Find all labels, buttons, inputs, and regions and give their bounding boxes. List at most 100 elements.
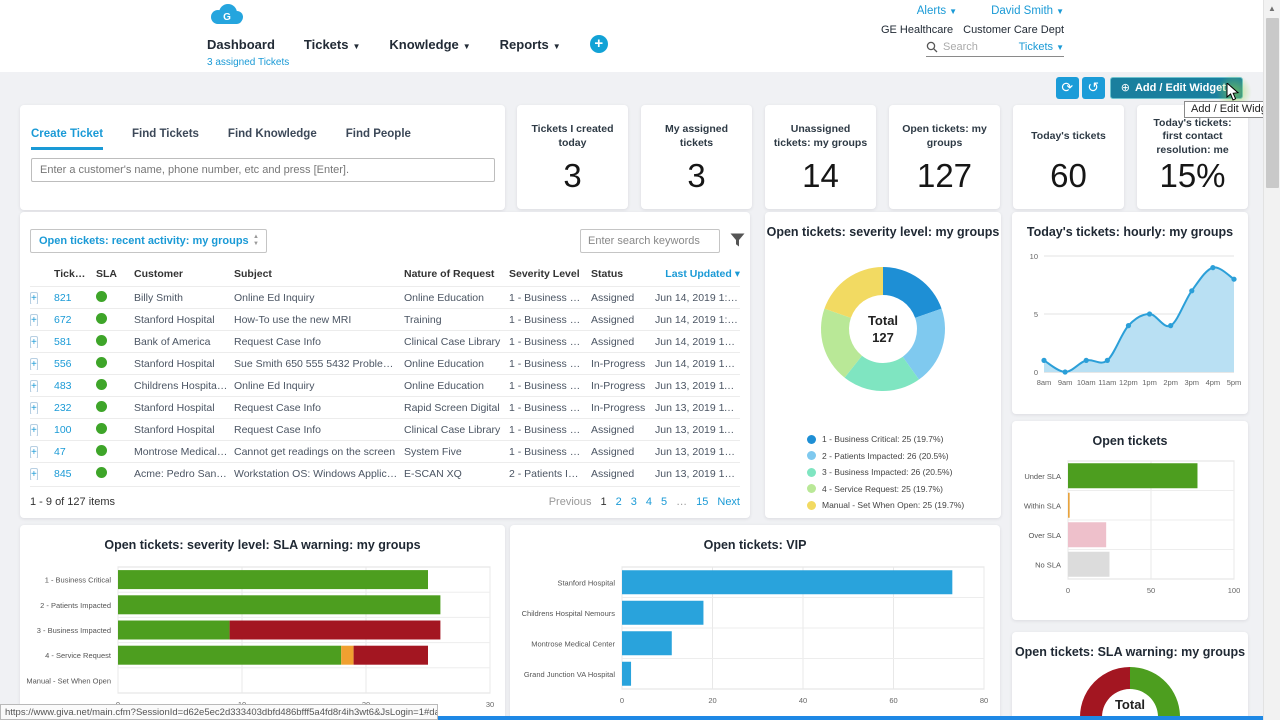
ticket-link[interactable]: 821 bbox=[54, 291, 72, 304]
scrollbar-thumb[interactable] bbox=[1266, 18, 1279, 188]
pagination-page-5[interactable]: 5 bbox=[661, 496, 668, 508]
subject-cell: Request Case Info bbox=[234, 401, 321, 414]
ticket-link[interactable]: 232 bbox=[54, 401, 72, 414]
ticket-link[interactable]: 672 bbox=[54, 313, 72, 326]
last-updated-cell: Jun 14, 2019 12:38a bbox=[655, 335, 740, 348]
status-cell: Assigned bbox=[591, 445, 635, 458]
scrollbar-up-arrow[interactable]: ▲ bbox=[1268, 4, 1276, 13]
add-edit-widgets-button[interactable]: ⊕ Add / Edit Widgets bbox=[1109, 77, 1243, 99]
last-updated-cell: Jun 13, 2019 11:50p bbox=[655, 379, 740, 392]
ticket-link[interactable]: 845 bbox=[54, 467, 72, 480]
expand-row-button[interactable]: + bbox=[30, 291, 38, 304]
open-tickets-bar-chart: 0 50 100 Under SLA Within SLA Over SLA No SLA bbox=[1024, 460, 1240, 595]
expand-row-button[interactable]: + bbox=[30, 313, 38, 326]
table-row: +100 Stanford Hospital Request Case Info Cl… bbox=[30, 418, 740, 440]
ticket-link[interactable]: 581 bbox=[54, 335, 72, 348]
chart-title: Open tickets bbox=[1092, 434, 1168, 448]
column-header-Last Updated[interactable]: Last Updated ▾ bbox=[665, 268, 740, 280]
column-header-SLA: SLA bbox=[96, 268, 117, 280]
pagination-next[interactable]: Next bbox=[717, 496, 740, 508]
expand-row-button[interactable]: + bbox=[30, 357, 38, 370]
quick-add-button[interactable]: + bbox=[589, 35, 608, 53]
sla-cell bbox=[96, 356, 134, 371]
table-search-input[interactable] bbox=[580, 229, 720, 253]
customer-cell: Stanford Hospital bbox=[134, 423, 215, 436]
hourly-area-chart: 0 5 10 8am 9am 10am 11am 12pm 1pm 2pm 3pm 4pm 5pm bbox=[1030, 252, 1242, 387]
legend-label: 4 - Service Request: 25 (19.7%) bbox=[822, 483, 943, 494]
refresh-button[interactable]: ⟳ bbox=[1055, 77, 1079, 99]
alerts-menu[interactable]: Alerts ▼ bbox=[916, 5, 958, 17]
customer-cell: Stanford Hospital bbox=[134, 313, 215, 326]
severity-cell: 1 - Business Critical bbox=[509, 445, 591, 458]
chevron-down-icon: ▼ bbox=[552, 41, 561, 51]
chart-title: Open tickets: severity level: my groups bbox=[766, 225, 1000, 239]
chevron-down-icon: ▼ bbox=[949, 7, 958, 16]
app-header: G Dashboard Tickets ▼ Knowledge ▼ Reports ▼ + 3… bbox=[0, 0, 1280, 72]
svg-text:80: 80 bbox=[980, 696, 988, 705]
pagination-page-1[interactable]: 1 bbox=[600, 496, 607, 508]
expand-row-button[interactable]: + bbox=[30, 423, 38, 436]
expand-cell: + bbox=[30, 291, 54, 304]
header-links: Alerts ▼ David Smith ▼ bbox=[844, 5, 1064, 17]
tab-find-people[interactable]: Find People bbox=[345, 128, 411, 140]
nature-cell: E-SCAN XQ bbox=[404, 467, 462, 480]
ticket-number-cell: 47 bbox=[54, 446, 96, 458]
search-input[interactable] bbox=[943, 41, 1013, 53]
nature-cell: Clinical Case Library bbox=[404, 423, 501, 436]
create-ticket-input[interactable] bbox=[31, 158, 495, 182]
video-progress-bar bbox=[0, 716, 1280, 720]
customer-cell: Stanford Hospital bbox=[134, 401, 215, 414]
stat-card-label: Tickets I created today bbox=[531, 123, 614, 149]
pagination-page-4[interactable]: 4 bbox=[645, 496, 652, 508]
expand-row-button[interactable]: + bbox=[30, 445, 38, 458]
severity-cell: 1 - Business Critical bbox=[509, 379, 591, 392]
expand-row-button[interactable]: + bbox=[30, 379, 38, 392]
expand-row-button[interactable]: + bbox=[30, 335, 38, 348]
table-header-row: Ticket # SLA Customer Subject Nature of Requ… bbox=[30, 268, 740, 280]
nav-item-dashboard[interactable]: Dashboard bbox=[207, 36, 275, 52]
nav-item-reports[interactable]: Reports ▼ bbox=[499, 36, 561, 52]
filter-icon[interactable] bbox=[730, 233, 745, 247]
widget-selector-dropdown[interactable]: Open tickets: recent activity: my groups… bbox=[30, 229, 267, 253]
giva-cloud-logo[interactable]: G bbox=[208, 3, 246, 27]
svg-text:5pm: 5pm bbox=[1227, 378, 1242, 387]
search-scope-dropdown[interactable]: Tickets ▼ bbox=[1018, 41, 1064, 53]
sla-status-dot bbox=[96, 312, 107, 324]
nav-item-tickets[interactable]: Tickets ▼ bbox=[303, 36, 361, 52]
svg-text:8am: 8am bbox=[1037, 378, 1052, 387]
undo-button[interactable]: ↺ bbox=[1081, 77, 1105, 99]
page-scrollbar[interactable]: ▲ bbox=[1263, 0, 1280, 720]
subject-cell: Online Ed Inquiry bbox=[234, 379, 315, 392]
user-menu[interactable]: David Smith ▼ bbox=[991, 5, 1064, 17]
status-cell: In-Progress bbox=[591, 401, 646, 414]
stat-card-label: Unassigned tickets: my groups bbox=[773, 123, 868, 149]
ticket-link[interactable]: 483 bbox=[54, 379, 72, 392]
sla-warning-donut-chart: Total bbox=[1080, 667, 1180, 720]
stat-card: Unassigned tickets: my groups 14 bbox=[765, 105, 876, 209]
ticket-link[interactable]: 556 bbox=[54, 357, 72, 370]
last-updated-cell: Jun 13, 2019 11:02p bbox=[655, 423, 740, 436]
status-cell: Assigned bbox=[591, 467, 635, 480]
undo-icon: ↺ bbox=[1087, 79, 1100, 95]
last-updated-cell: Jun 13, 2019 10:32p bbox=[655, 467, 740, 480]
pagination-page-15[interactable]: 15 bbox=[696, 496, 709, 508]
table-row: +672 Stanford Hospital How-To use the new … bbox=[30, 308, 740, 330]
tab-create-ticket[interactable]: Create Ticket bbox=[31, 128, 104, 150]
pagination-page-2[interactable]: 2 bbox=[615, 496, 622, 508]
ticket-link[interactable]: 100 bbox=[54, 423, 72, 436]
table-pagination: 1 - 9 of 127 items Previous 1 2 3 4 5 … 15 Next bbox=[30, 486, 740, 508]
expand-row-button[interactable]: + bbox=[30, 467, 38, 480]
nature-cell: Online Education bbox=[404, 357, 484, 370]
ticket-link[interactable]: 47 bbox=[54, 445, 66, 458]
tab-find-knowledge[interactable]: Find Knowledge bbox=[227, 128, 317, 140]
pagination-page-3[interactable]: 3 bbox=[630, 496, 637, 508]
pagination-links: Previous 1 2 3 4 5 … 15 Next bbox=[549, 496, 740, 508]
tab-find-tickets[interactable]: Find Tickets bbox=[132, 128, 199, 140]
dashboard-toolbar: ⟳ ↺ ⊕ Add / Edit Widgets bbox=[1055, 77, 1243, 99]
pagination-previous[interactable]: Previous bbox=[548, 496, 592, 508]
svg-text:11am: 11am bbox=[1098, 378, 1116, 387]
stat-card-value: 15% bbox=[1159, 157, 1226, 194]
assigned-tickets-link[interactable]: 3 assigned Tickets bbox=[207, 57, 290, 68]
expand-row-button[interactable]: + bbox=[30, 401, 38, 414]
nav-item-knowledge[interactable]: Knowledge ▼ bbox=[389, 36, 471, 52]
